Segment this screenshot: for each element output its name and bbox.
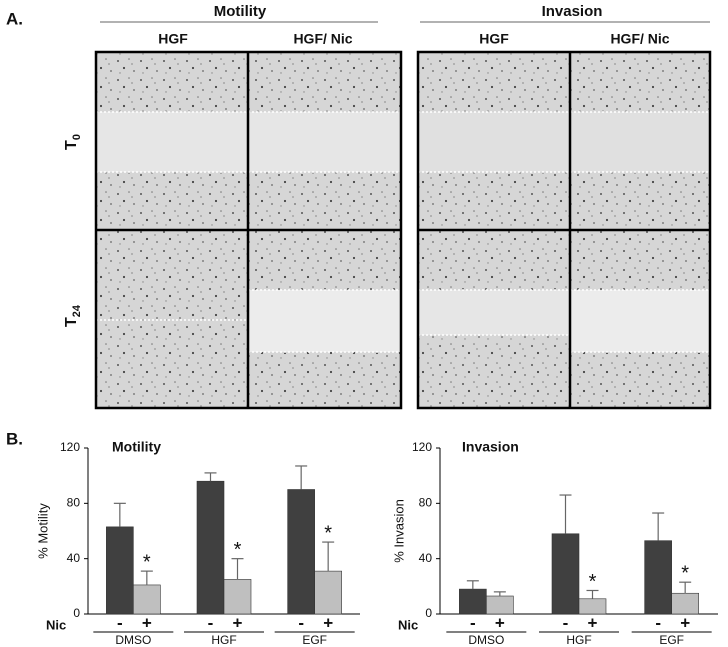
series-label: -	[208, 613, 214, 632]
y-axis-label: % Motility	[35, 503, 50, 559]
row-label: T0	[63, 134, 83, 150]
panel-label: B.	[6, 429, 23, 448]
wound-gap	[418, 112, 710, 172]
y-tick-label: 120	[60, 440, 80, 454]
row-label-main: T	[63, 317, 80, 327]
bar	[106, 526, 134, 615]
x-prefix: Nic	[398, 617, 418, 632]
annotation: *	[143, 551, 151, 573]
bar	[551, 533, 580, 615]
row-label-sub: 24	[71, 304, 83, 317]
micrographs	[94, 50, 712, 410]
y-tick-label: 0	[425, 606, 432, 620]
bar	[133, 584, 161, 615]
panel-frames	[94, 50, 712, 410]
series-label: +	[588, 613, 598, 632]
series-label: +	[680, 613, 690, 632]
series-label: -	[298, 613, 304, 632]
x-tick-label: HGF	[566, 633, 591, 647]
y-tick-label: 120	[412, 440, 432, 454]
bar	[287, 489, 315, 615]
group-title: Invasion	[542, 3, 603, 20]
annotation: *	[324, 522, 332, 544]
row-label: T24	[63, 304, 83, 327]
bar	[644, 540, 672, 615]
y-tick-label: 80	[419, 496, 433, 510]
series-label: +	[233, 613, 243, 632]
series-label: -	[563, 613, 569, 632]
bar	[459, 588, 487, 615]
wound-gap	[248, 290, 401, 352]
bar	[486, 595, 514, 615]
chart-title: Motility	[112, 439, 161, 455]
row-label-sub: 0	[71, 134, 83, 140]
bar	[196, 480, 225, 615]
column-title: HGF/ Nic	[293, 31, 352, 47]
y-axis-label: % Invasion	[391, 499, 406, 563]
bar	[671, 592, 699, 615]
y-tick-label: 40	[419, 551, 433, 565]
chart-title: Invasion	[462, 439, 519, 455]
x-tick-label: DMSO	[115, 633, 151, 647]
annotation: *	[234, 539, 242, 561]
column-title: HGF/ Nic	[610, 31, 669, 47]
series-label: -	[117, 613, 123, 632]
bar	[223, 579, 252, 615]
series-label: -	[470, 613, 476, 632]
series-label: +	[323, 613, 333, 632]
x-tick-label: EGF	[659, 633, 684, 647]
row-label-main: T	[63, 140, 80, 150]
y-tick-label: 40	[67, 551, 81, 565]
annotation: *	[681, 562, 689, 584]
y-tick-label: 0	[73, 606, 80, 620]
annotation: *	[589, 571, 597, 593]
panel-label: A.	[6, 9, 23, 28]
bar	[578, 598, 607, 615]
wound-gap	[418, 290, 570, 335]
x-tick-label: DMSO	[468, 633, 504, 647]
x-tick-label: HGF	[211, 633, 236, 647]
group-title: Motility	[214, 3, 267, 20]
series-label: -	[655, 613, 661, 632]
x-tick-label: EGF	[302, 633, 327, 647]
column-title: HGF	[479, 31, 509, 47]
series-label: +	[495, 613, 505, 632]
series-label: +	[142, 613, 152, 632]
bar	[314, 570, 342, 615]
column-title: HGF	[158, 31, 188, 47]
wound-gap	[570, 290, 710, 352]
y-tick-label: 80	[67, 496, 81, 510]
x-prefix: Nic	[46, 617, 66, 632]
